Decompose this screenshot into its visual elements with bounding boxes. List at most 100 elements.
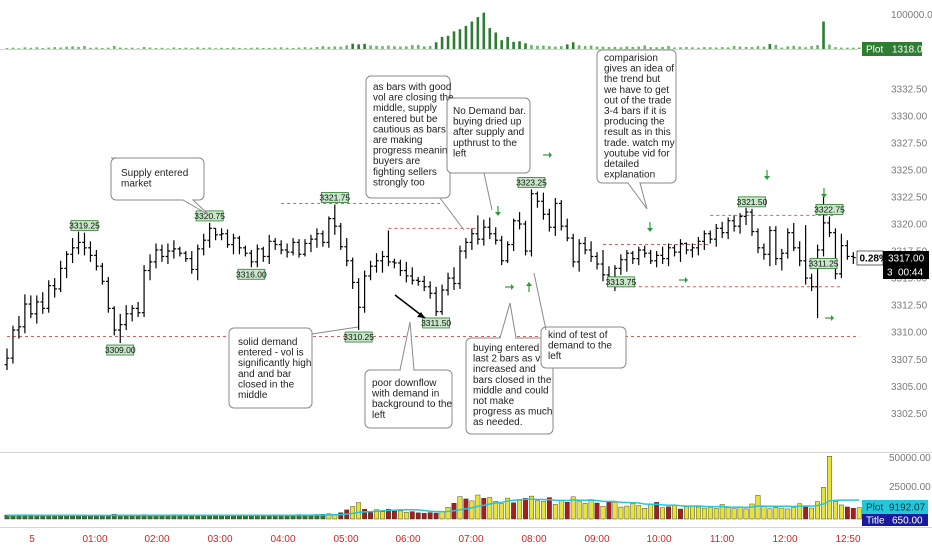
top-volume-bar — [750, 47, 754, 49]
top-volume-bar — [405, 46, 408, 49]
top-volume-bar — [828, 44, 831, 49]
top-volume-bar — [363, 43, 366, 49]
ohlc-bar — [576, 239, 582, 272]
ohlc-bar — [791, 222, 797, 252]
volume-bar — [648, 504, 654, 520]
volume-bar — [630, 503, 636, 520]
callout-no-demand-text: No Demand bar. buying dried up after suppl… — [453, 106, 526, 159]
top-volume-bar — [720, 47, 724, 49]
price-tick-label: 3330.00 — [891, 111, 928, 122]
top-volume-bar — [178, 48, 182, 50]
price-label-text: 3320.75 — [194, 211, 225, 221]
ohlc-bar — [296, 239, 302, 258]
volume-bar — [4, 514, 10, 520]
ohlc-bar — [219, 228, 224, 241]
volume-bar — [815, 501, 820, 520]
top-volume-bar — [202, 47, 205, 49]
volume-tick-25000: 25000.00 — [889, 482, 931, 493]
ohlc-bar — [439, 284, 445, 315]
ohlc-bar — [827, 216, 832, 237]
ohlc-bar — [755, 228, 761, 254]
ohlc-bar — [433, 286, 439, 316]
top-volume-bar — [494, 32, 498, 49]
top-volume-bar — [577, 45, 581, 49]
volume-bars — [4, 456, 862, 520]
callout-line: background to the — [372, 399, 452, 410]
top-volume-bar — [697, 47, 700, 49]
callout-line: buying entered in — [473, 343, 550, 354]
ohlc-bar — [654, 251, 659, 268]
ohlc-bar — [123, 305, 129, 331]
ohlc-bar — [380, 251, 385, 273]
ohlc-bar — [177, 246, 183, 257]
volume-bar — [242, 515, 248, 520]
volume-bar — [183, 515, 189, 520]
ohlc-bar — [94, 249, 99, 271]
callout-line: kind of test of — [548, 330, 608, 341]
price-label-text: 3323.25 — [516, 177, 547, 187]
top-volume-bar — [291, 48, 295, 50]
ohlc-bar — [487, 217, 493, 240]
ohlc-bar — [463, 238, 469, 259]
volume-bar — [487, 497, 493, 520]
price-tick-label: 3302.50 — [891, 409, 928, 420]
top-volume-bar — [726, 47, 730, 49]
time-tick-label: 03:00 — [207, 534, 232, 545]
volume-bar — [541, 500, 546, 520]
volume-bar — [618, 506, 624, 520]
price-tick-label: 3315.00 — [891, 274, 928, 285]
downflow-arrow-head — [417, 312, 425, 318]
down-arrow-icon — [647, 222, 653, 232]
callout-test-demand-text: kind of test of demand to the left — [548, 330, 612, 362]
top-volume-bar — [256, 47, 259, 49]
ohlc-bar — [278, 240, 284, 255]
price-label: 3316.00 — [236, 268, 267, 280]
price-label: 3321.75 — [319, 192, 350, 203]
callout-line: left — [372, 410, 386, 421]
volume-bar — [582, 503, 588, 520]
callout-line: middle and could — [473, 385, 549, 396]
price-label: 3320.75 — [194, 210, 225, 222]
top-volume-bar — [744, 46, 748, 49]
price-label: 3322.75 — [814, 204, 845, 215]
time-tick-label: 07:00 — [458, 534, 483, 545]
ohlc-bar — [290, 238, 296, 256]
ohlc-bar — [672, 244, 677, 257]
volume-bar — [773, 507, 779, 520]
ohlc-bar — [52, 278, 57, 298]
volume-bar — [433, 512, 439, 520]
top-volume-bar — [428, 46, 432, 49]
volume-bar — [302, 515, 308, 520]
ohlc-bar — [523, 220, 528, 256]
time-axis: 5 01:00 02:00 03:00 04:00 05:00 06:00 07:00 08:0… — [29, 534, 861, 545]
volume-bar — [707, 507, 713, 520]
ohlc-bar — [237, 235, 242, 255]
top-volume-bar — [65, 46, 68, 49]
ohlc-bar — [386, 230, 391, 267]
callout-solid-demand-text: solid demand entered - vol is significantl… — [238, 337, 311, 401]
ohlc-bar — [46, 280, 52, 313]
top-volume-bar — [95, 47, 98, 49]
ohlc-bar — [564, 218, 570, 242]
callout-line: entered - vol is — [238, 348, 304, 359]
ohlc-bar — [624, 249, 630, 272]
ohlc-bar — [374, 253, 379, 273]
ohlc-bar — [702, 230, 707, 250]
volume-bar — [791, 506, 797, 520]
price-label-text: 3321.50 — [737, 197, 768, 207]
top-volume-bar — [554, 46, 557, 49]
time-tick-label: 01:00 — [82, 534, 107, 545]
top-volume-bar — [53, 47, 56, 49]
ohlc-bar — [165, 243, 171, 265]
top-volume-bar — [214, 48, 217, 50]
callout-line: producing the — [604, 117, 665, 128]
top-volume-bar — [29, 47, 33, 49]
callout-line: solid demand — [238, 337, 297, 348]
top-volume-bar — [23, 47, 27, 49]
callout-line: not make — [473, 396, 515, 407]
price-tick-label: 3327.50 — [891, 138, 928, 149]
top-plot-value-tag — [862, 42, 922, 56]
ohlc-bar — [332, 204, 338, 235]
time-tick-label: 09:00 — [584, 534, 609, 545]
